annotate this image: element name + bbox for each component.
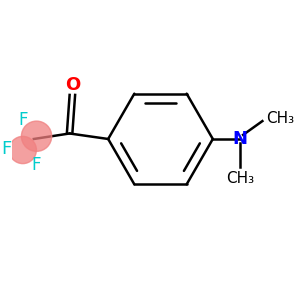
Text: CH₃: CH₃ [266, 111, 295, 126]
Text: N: N [233, 130, 248, 148]
Text: CH₃: CH₃ [226, 171, 254, 186]
Text: O: O [65, 76, 80, 94]
Text: F: F [18, 111, 28, 129]
Text: F: F [32, 156, 41, 174]
Circle shape [9, 136, 36, 164]
Circle shape [21, 121, 52, 152]
Text: F: F [1, 140, 11, 158]
